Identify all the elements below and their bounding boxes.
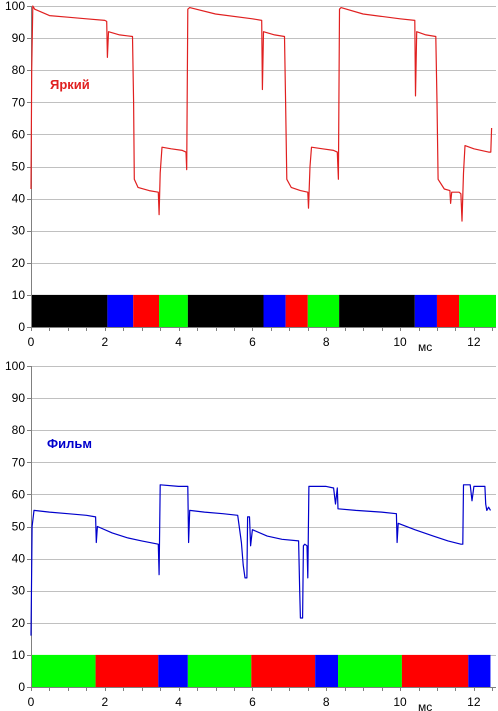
x-tick-label: 0	[28, 335, 35, 349]
y-tick-label: 70	[12, 95, 26, 109]
grid-lines	[31, 366, 496, 688]
x-tick-label: 8	[323, 695, 330, 709]
color-bar-segment	[315, 654, 339, 687]
y-tick-label: 60	[12, 127, 26, 141]
y-tick-label: 50	[12, 160, 26, 174]
series-lines	[30, 484, 492, 636]
color-bar-segment	[285, 294, 308, 327]
color-bar-segment	[31, 654, 96, 687]
x-tick-label: 12	[467, 695, 481, 709]
x-tick-labels: 0 2 4 6 8 10 12	[28, 695, 481, 709]
y-tick-label: 100	[5, 0, 25, 13]
x-unit-label: мс	[418, 700, 432, 711]
y-tick-label: 0	[18, 320, 25, 334]
color-bar	[31, 654, 491, 687]
y-tick-label: 100	[5, 360, 25, 373]
color-bar-segment	[459, 294, 496, 327]
color-bar-segment	[95, 654, 159, 687]
color-bar-segment	[251, 654, 316, 687]
y-tick-label: 20	[12, 256, 26, 270]
x-tick-label: 10	[393, 335, 407, 349]
color-bar-segment	[159, 294, 188, 327]
series-line-Фильм	[30, 484, 492, 636]
x-tick-label: 0	[28, 695, 35, 709]
y-tick-label: 40	[12, 192, 26, 206]
y-tick-label: 10	[12, 288, 26, 302]
color-bar-segment	[468, 654, 491, 687]
y-tick-label: 30	[12, 584, 26, 598]
y-tick-label: 30	[12, 224, 26, 238]
series-line-Яркий	[30, 5, 493, 222]
y-tick-label: 60	[12, 487, 26, 501]
series-lines	[30, 5, 493, 222]
color-bar-segment	[107, 294, 134, 327]
series-label-yarkiy: Яркий	[50, 77, 90, 92]
color-bar-segment	[263, 294, 286, 327]
x-tick-label: 6	[249, 695, 256, 709]
color-bar-segment	[339, 294, 415, 327]
axes	[27, 6, 496, 331]
x-tick-label: 4	[175, 335, 182, 349]
y-tick-label: 40	[12, 552, 26, 566]
x-tick-label: 12	[467, 335, 481, 349]
y-tick-label: 10	[12, 648, 26, 662]
y-tick-label: 50	[12, 520, 26, 534]
y-tick-label: 20	[12, 616, 26, 630]
color-bar-segment	[307, 294, 340, 327]
color-bar-segment	[414, 294, 437, 327]
color-bar	[31, 294, 496, 327]
x-unit-label: мс	[418, 340, 432, 354]
color-bar-segment	[187, 294, 264, 327]
color-bar-segment	[338, 654, 402, 687]
x-tick-labels: 0 2 4 6 8 10 12	[28, 335, 481, 349]
color-bar-segment	[187, 654, 252, 687]
y-tick-label: 80	[12, 423, 26, 437]
y-tick-label: 80	[12, 63, 26, 77]
x-tick-label: 4	[175, 695, 182, 709]
x-tick-label: 2	[101, 695, 108, 709]
color-bar-segment	[31, 294, 108, 327]
x-tick-label: 10	[393, 695, 407, 709]
x-tick-label: 2	[101, 335, 108, 349]
color-bar-segment	[158, 654, 188, 687]
chart-film: 0 10 20 30 40 50 60 70 80 90 100 0 2 4 6 8 10 12 Фильм м…	[5, 360, 496, 711]
y-tick-label: 90	[12, 391, 26, 405]
y-tick-labels: 0 10 20 30 40 50 60 70 80 90 100	[5, 0, 25, 334]
series-label-film: Фильм	[47, 436, 92, 451]
y-tick-label: 0	[18, 680, 25, 694]
y-tick-labels: 0 10 20 30 40 50 60 70 80 90 100	[5, 360, 25, 694]
y-tick-label: 90	[12, 31, 26, 45]
x-tick-label: 6	[249, 335, 256, 349]
chart-yarkiy: 0 10 20 30 40 50 60 70 80 90 100 0 2 4 6 8 10 12 Яркий м…	[5, 0, 496, 354]
color-bar-segment	[436, 294, 460, 327]
y-tick-label: 70	[12, 455, 26, 469]
color-bar-segment	[133, 294, 160, 327]
x-tick-label: 8	[323, 335, 330, 349]
color-bar-segment	[401, 654, 469, 687]
